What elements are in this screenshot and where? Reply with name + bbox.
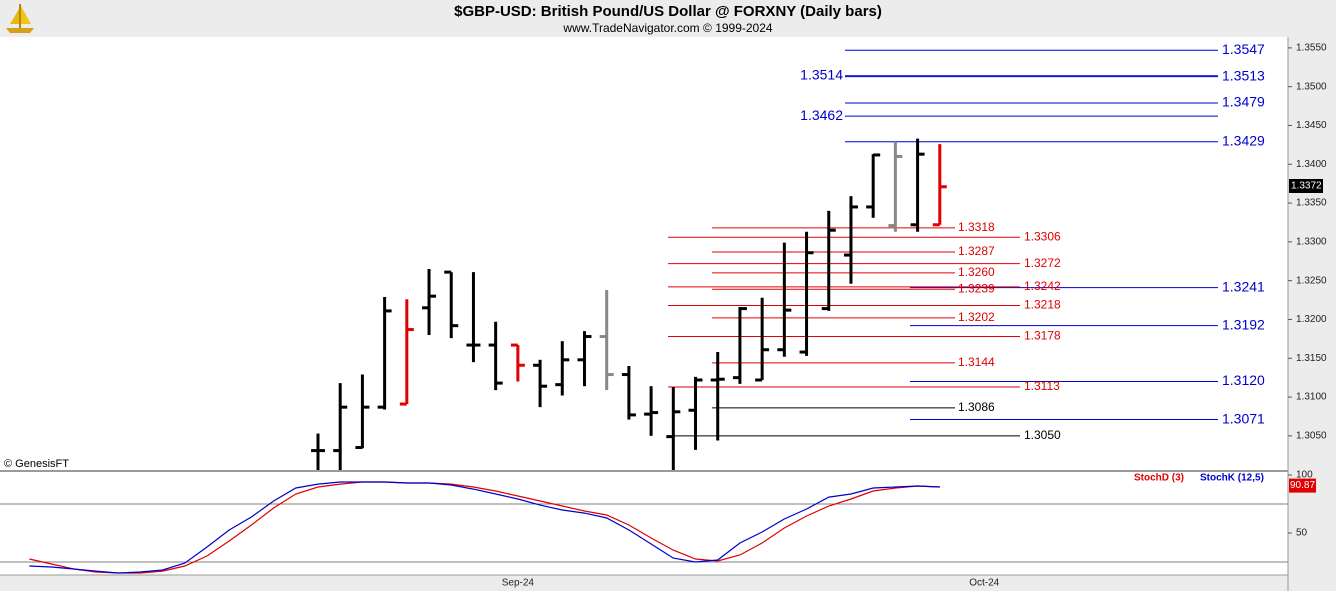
y-tick-label: 1.3500: [1296, 81, 1327, 92]
header-bg: [0, 0, 1336, 37]
last-value-label: 90.87: [1290, 480, 1315, 491]
level-label: 1.3113: [1024, 379, 1060, 393]
level-label: 1.3318: [958, 220, 995, 234]
level-label: 1.3071: [1222, 410, 1265, 426]
y-tick-label: 1.3200: [1296, 314, 1327, 325]
chart-title: $GBP-USD: British Pound/US Dollar @ FORX…: [454, 3, 882, 20]
level-label: 1.3514: [800, 67, 843, 83]
level-label: 1.3547: [1222, 41, 1265, 57]
axis-bg: [1288, 37, 1336, 591]
level-label: 1.3192: [1222, 316, 1265, 332]
stoch-plot: [0, 481, 1288, 574]
level-label: 1.3429: [1222, 132, 1265, 148]
level-label: 1.3050: [1024, 428, 1061, 442]
level-label: 1.3272: [1024, 256, 1061, 270]
chart-subtitle: www.TradeNavigator.com © 1999-2024: [562, 21, 772, 35]
last-value-box: [1289, 478, 1316, 493]
y-tick-label: 1.3450: [1296, 120, 1327, 131]
y-tick-label: 1.3550: [1296, 43, 1327, 54]
x-tick-label: Oct-24: [969, 578, 999, 589]
y-tick-label: 1.3250: [1296, 275, 1327, 286]
level-label: 1.3178: [1024, 329, 1061, 343]
level-label: 1.3306: [1024, 229, 1061, 243]
level-label: 1.3241: [1222, 278, 1265, 294]
y-tick-label: 1.3400: [1296, 159, 1327, 170]
legend-entry: StochD (3): [1134, 473, 1184, 484]
level-label: 1.3144: [958, 355, 995, 369]
level-label: 1.3513: [1222, 67, 1265, 83]
y-tick-label: 50: [1296, 528, 1308, 539]
y-tick-label: 100: [1296, 470, 1313, 481]
price-plot: 1.3547 1.3514 1.3513 1.3479 1.3462 1.3429 1.32…: [311, 41, 1265, 470]
watermark: © GenesisFT: [4, 458, 69, 470]
legend-entry: StochK (12,5): [1200, 473, 1264, 484]
level-label: 1.3239: [958, 281, 995, 295]
y-tick-label: 1.3100: [1296, 392, 1327, 403]
stoch-line: [29, 481, 940, 574]
logo: [6, 4, 34, 33]
y-tick-label: 1.3050: [1296, 430, 1327, 441]
level-label: 1.3242: [1024, 279, 1061, 293]
level-label: 1.3202: [958, 310, 995, 324]
plot-bg: [0, 37, 1288, 575]
stoch-line: [29, 481, 940, 574]
y-tick-label: 1.3150: [1296, 353, 1327, 364]
level-label: 1.3218: [1024, 298, 1061, 312]
level-label: 1.3120: [1222, 372, 1265, 388]
last-value-label: 1.3372: [1291, 181, 1322, 192]
y-tick-label: 1.3300: [1296, 237, 1327, 248]
x-axis-bg: [0, 575, 1288, 591]
level-label: 1.3260: [958, 265, 995, 279]
x-tick-label: Sep-24: [502, 578, 535, 589]
level-label: 1.3462: [800, 107, 843, 123]
last-value-box: [1289, 178, 1323, 193]
level-label: 1.3086: [958, 400, 995, 414]
y-tick-label: 1.3350: [1296, 198, 1327, 209]
level-label: 1.3287: [958, 244, 995, 258]
level-label: 1.3479: [1222, 94, 1265, 110]
